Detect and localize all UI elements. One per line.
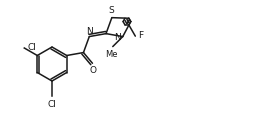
Text: F: F	[138, 31, 143, 40]
Text: N: N	[86, 27, 93, 36]
Text: O: O	[90, 66, 97, 75]
Text: Cl: Cl	[48, 100, 57, 109]
Text: Cl: Cl	[27, 43, 36, 52]
Text: S: S	[108, 6, 114, 15]
Text: N: N	[114, 33, 121, 42]
Text: Me: Me	[105, 50, 118, 59]
